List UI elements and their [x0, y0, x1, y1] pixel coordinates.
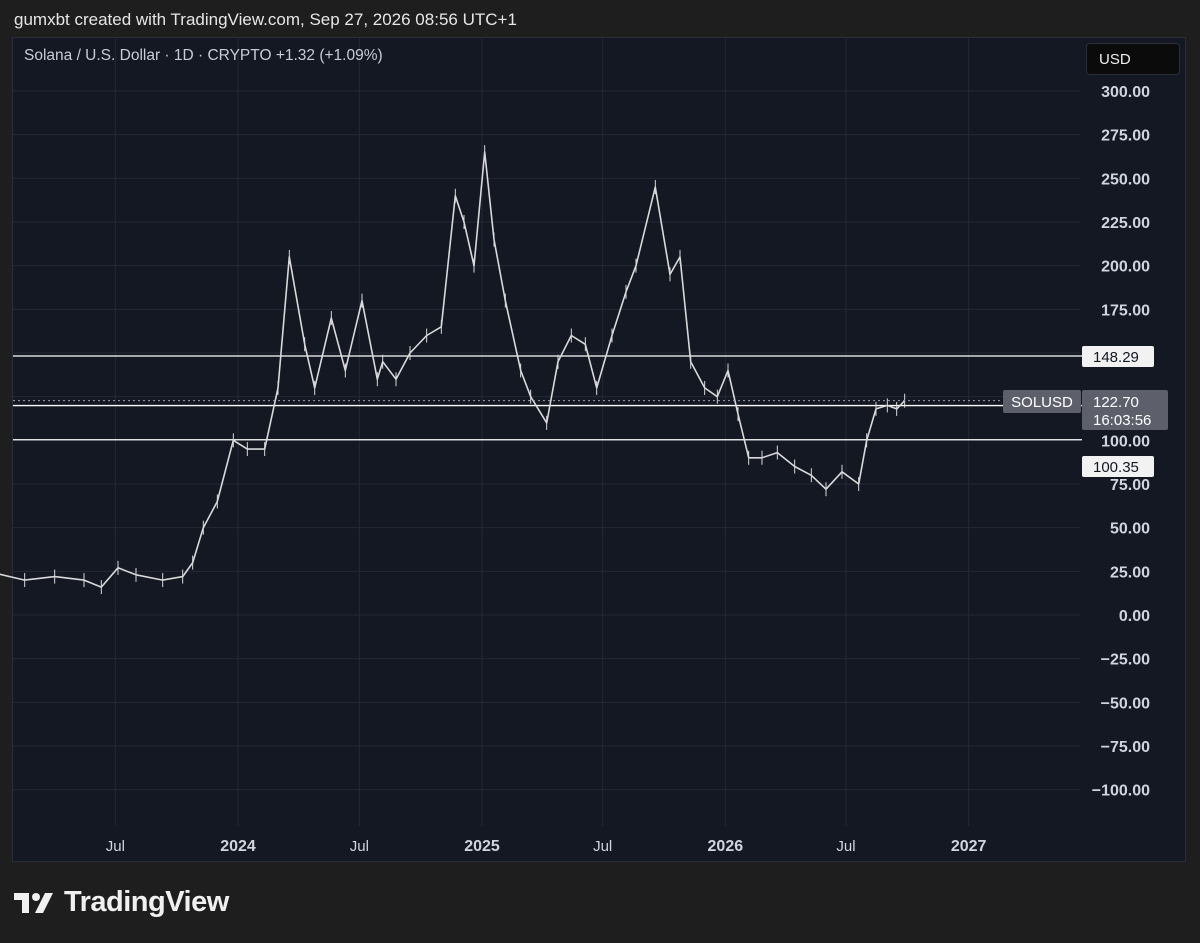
x-tick-label: 2026 [708, 838, 744, 855]
y-tick-label: 50.00 [1110, 521, 1150, 538]
level-label-148: 148.29 [1093, 349, 1139, 366]
tradingview-logo-icon [14, 892, 53, 913]
x-tick-label: Jul [593, 838, 612, 855]
y-tick-label: 200.00 [1101, 259, 1150, 276]
tradingview-logo[interactable]: TradingView [14, 886, 229, 919]
chart-frame [12, 37, 1186, 862]
y-tick-label: 25.00 [1110, 564, 1150, 581]
price-line [0, 151, 906, 588]
symbol-tag: SOLUSD [1011, 394, 1073, 411]
current-price-label: 122.70 [1093, 394, 1139, 411]
y-tick-label: 225.00 [1101, 215, 1150, 232]
y-tick-label: 75.00 [1110, 477, 1150, 494]
symbol-tag-box [1003, 390, 1081, 413]
x-tick-label: Jul [350, 838, 369, 855]
level-label-100: 100.35 [1093, 459, 1139, 476]
x-tick-label: 2027 [951, 838, 987, 855]
y-tick-label: 300.00 [1101, 84, 1150, 101]
y-tick-label: 275.00 [1101, 128, 1150, 145]
x-tick-label: 2025 [464, 838, 500, 855]
y-tick-label: −50.00 [1101, 695, 1150, 712]
y-tick-label: −25.00 [1101, 652, 1150, 669]
x-tick-label: 2024 [220, 838, 256, 855]
symbol-legend: Solana / U.S. Dollar · 1D · CRYPTO +1.32… [24, 47, 383, 64]
x-tick-label: Jul [836, 838, 855, 855]
y-tick-label: 100.00 [1101, 433, 1150, 450]
y-tick-label: 175.00 [1101, 302, 1150, 319]
x-tick-label: Jul [106, 838, 125, 855]
level-label-148-box [1082, 345, 1154, 367]
brand-name: TradingView [64, 886, 229, 918]
y-tick-label: 250.00 [1101, 171, 1150, 188]
y-tick-label: −75.00 [1101, 739, 1150, 756]
y-tick-label: −100.00 [1092, 783, 1150, 800]
chart-header: gumxbt created with TradingView.com, Sep… [14, 10, 517, 29]
countdown-label: 16:03:56 [1093, 412, 1151, 429]
y-tick-label: 0.00 [1119, 608, 1150, 625]
current-price-box [1082, 390, 1168, 430]
level-label-100-box [1082, 456, 1154, 477]
currency-button[interactable]: USD [1086, 43, 1180, 75]
